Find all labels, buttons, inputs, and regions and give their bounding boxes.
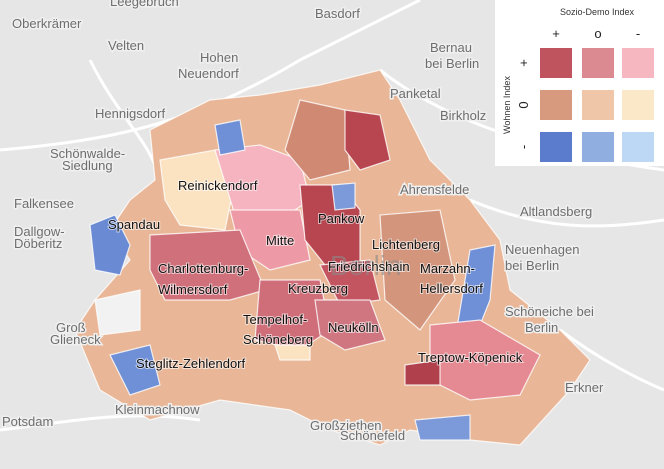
legend-cell — [622, 48, 654, 78]
legend-column-label: - — [636, 26, 640, 41]
legend: Sozio-Demo Index Wohnen Index + o - +0 - — [495, 0, 664, 166]
legend-row-title: Wohnen Index — [502, 76, 512, 134]
district-label: Marzahn- — [420, 261, 475, 276]
place-label: Groß — [56, 320, 86, 335]
place-label: Neuendorf — [178, 66, 239, 81]
district-area — [214, 119, 246, 156]
place-label: Schönefeld — [340, 428, 405, 443]
district-label: Steglitz-Zehlendorf — [136, 356, 245, 371]
district-area — [254, 279, 331, 351]
place-label: Schöneiche bei — [505, 304, 594, 319]
place-labels: Leegebruch Oberkrämer Velten Hohen Neuen… — [1, 0, 606, 445]
legend-cell — [582, 48, 614, 78]
legend-column-label: + — [552, 26, 560, 41]
roads — [0, 0, 664, 432]
place-label: Erkner — [565, 380, 604, 395]
place-label: Kleinmachnow — [115, 402, 200, 417]
district-area — [274, 344, 311, 361]
district-label: Tempelhof- — [243, 312, 307, 327]
district-area — [404, 359, 441, 386]
place-label: Altlandsberg — [520, 204, 592, 219]
legend-cell — [622, 132, 654, 162]
legend-cell — [540, 132, 572, 162]
legend-title: Sozio-Demo Index — [560, 7, 635, 17]
district-label: Charlottenburg- — [158, 261, 248, 276]
place-label: Oberkrämer — [12, 16, 82, 31]
legend-cell — [582, 90, 614, 120]
city-label: Berlin — [330, 250, 402, 281]
district-area — [89, 214, 131, 276]
district-label: Neukölln — [328, 320, 379, 335]
place-label: bei Berlin — [505, 258, 559, 273]
place-label: Birkholz — [440, 108, 486, 123]
district-area — [109, 344, 161, 396]
legend-row-label: - — [516, 145, 531, 149]
legend-row-label: + — [516, 59, 531, 67]
place-label: Döberitz — [14, 236, 62, 251]
place-label: Potsdam — [2, 414, 53, 429]
place-label: Glieneck — [50, 332, 101, 347]
district-area — [379, 209, 456, 331]
district-label: Wilmersdorf — [158, 282, 228, 297]
district-area — [314, 299, 386, 351]
place-label: Ahrensfelde — [400, 182, 469, 197]
legend-cell — [540, 90, 572, 120]
district-label: Lichtenberg — [372, 237, 440, 252]
district-label: Treptow-Köpenick — [418, 350, 523, 365]
district-label: Reinickendorf — [178, 178, 258, 193]
district-area — [149, 229, 266, 301]
place-label: Neuenhagen — [505, 242, 579, 257]
place-label: Bernau — [430, 40, 472, 55]
district-label: Hellersdorf — [420, 281, 483, 296]
place-label: Basdorf — [315, 6, 360, 21]
districts — [74, 69, 591, 446]
place-label: Dallgow- — [14, 224, 65, 239]
legend-cell — [582, 132, 614, 162]
legend-row-label: 0 — [516, 101, 531, 108]
legend-column-label: o — [594, 26, 601, 41]
district-label: Schöneberg — [243, 332, 313, 347]
place-label: Berlin — [525, 320, 558, 335]
district-area — [331, 182, 356, 211]
legend-cell — [622, 90, 654, 120]
district-area — [414, 414, 471, 441]
place-label: Hohen — [200, 50, 238, 65]
place-label: Falkensee — [14, 196, 74, 211]
place-label: Schönwalde- — [50, 146, 125, 161]
place-label: Leegebruch — [110, 0, 179, 9]
place-label: Hennigsdorf — [95, 106, 165, 121]
district-label: Friedrichshain — [328, 259, 410, 274]
place-label: Großziethen — [310, 418, 382, 433]
district-label: Pankow — [318, 211, 365, 226]
place-label: Siedlung — [62, 158, 113, 173]
district-area — [284, 99, 351, 181]
place-label: Velten — [108, 38, 144, 53]
place-label: Panketal — [390, 86, 441, 101]
place-label: bei Berlin — [425, 56, 479, 71]
district-label: Mitte — [266, 233, 294, 248]
district-label: Spandau — [108, 217, 160, 232]
district-area — [344, 109, 391, 171]
district-labels: Reinickendorf Spandau Pankow Mitte Licht… — [107, 177, 524, 372]
district-area — [94, 289, 141, 336]
district-area — [319, 259, 381, 306]
legend-cell — [540, 48, 572, 78]
district-label: Kreuzberg — [288, 281, 348, 296]
